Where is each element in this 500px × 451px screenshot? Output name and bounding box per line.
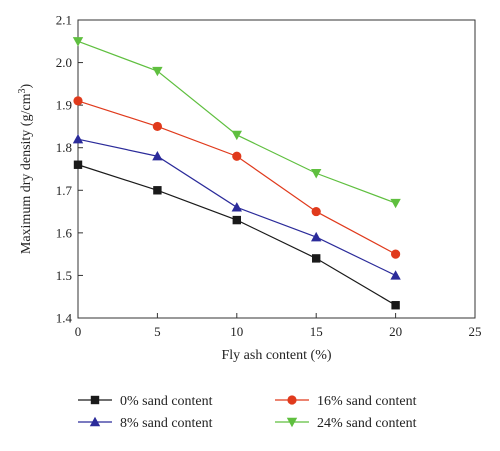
y-tick-label: 1.6: [56, 225, 73, 240]
y-axis-title: Maximum dry density (g/cm3): [17, 84, 35, 255]
legend-item: 8% sand content: [78, 416, 213, 431]
data-point: [72, 37, 84, 47]
y-tick-label: 1.7: [56, 183, 73, 198]
series-line-2: [77, 100, 396, 255]
legend-marker: [287, 395, 297, 405]
legend-label: 8% sand content: [120, 416, 213, 431]
data-point: [152, 121, 162, 132]
data-point: [311, 231, 322, 242]
x-tick-label: 25: [469, 324, 482, 339]
y-tick-label: 1.9: [56, 98, 72, 113]
data-point: [231, 202, 242, 212]
x-tick-label: 10: [230, 324, 243, 339]
y-tick-label: 2.0: [56, 55, 72, 70]
data-point: [232, 215, 241, 225]
data-point: [311, 169, 322, 179]
x-tick-label: 20: [389, 324, 402, 339]
x-tick-label: 15: [310, 324, 323, 339]
data-point: [390, 270, 401, 280]
data-point: [231, 130, 242, 141]
data-point: [72, 134, 84, 144]
x-tick-label: 0: [75, 324, 82, 339]
legend-marker: [90, 395, 100, 405]
data-point: [153, 186, 162, 195]
x-axis-title: Fly ash content (%): [221, 348, 331, 363]
data-point: [152, 151, 163, 161]
data-point: [311, 206, 321, 217]
series-layer: [72, 37, 401, 310]
data-point: [73, 96, 83, 106]
data-point: [391, 249, 401, 259]
data-point: [232, 151, 242, 161]
legend-marker: [286, 417, 298, 428]
y-tick-label: 1.5: [56, 268, 72, 283]
data-point: [391, 301, 400, 310]
x-axis-ticks: 0 5 10 15 20 25: [75, 313, 482, 339]
y-axis-ticks: 1.4 1.5 1.6 1.7 1.8 1.9 2.0 2.1: [56, 13, 83, 326]
y-tick-label: 2.1: [56, 13, 72, 28]
x-tick-label: 5: [154, 324, 161, 339]
y-axis-title-superscript: 3: [17, 89, 28, 94]
legend-item: 24% sand content: [275, 416, 417, 431]
legend-label: 16% sand content: [317, 394, 417, 409]
legend: 0% sand content 16% sand content 8% sand c…: [78, 394, 417, 431]
legend-marker: [89, 416, 101, 427]
data-point: [390, 198, 401, 209]
legend-item: 16% sand content: [275, 394, 417, 409]
y-axis-title-main: Maximum dry density (g/cm: [19, 93, 34, 254]
y-tick-label: 1.4: [56, 311, 73, 326]
legend-label: 24% sand content: [317, 416, 417, 431]
y-tick-label: 1.8: [56, 140, 72, 155]
data-point: [312, 254, 321, 263]
y-axis-title-close: ): [19, 84, 34, 89]
legend-label: 0% sand content: [120, 394, 213, 409]
series-line-3: [77, 40, 396, 204]
legend-item: 0% sand content: [78, 394, 213, 409]
data-point: [73, 160, 83, 169]
data-point: [152, 66, 163, 77]
plot-area-frame: [77, 19, 476, 319]
